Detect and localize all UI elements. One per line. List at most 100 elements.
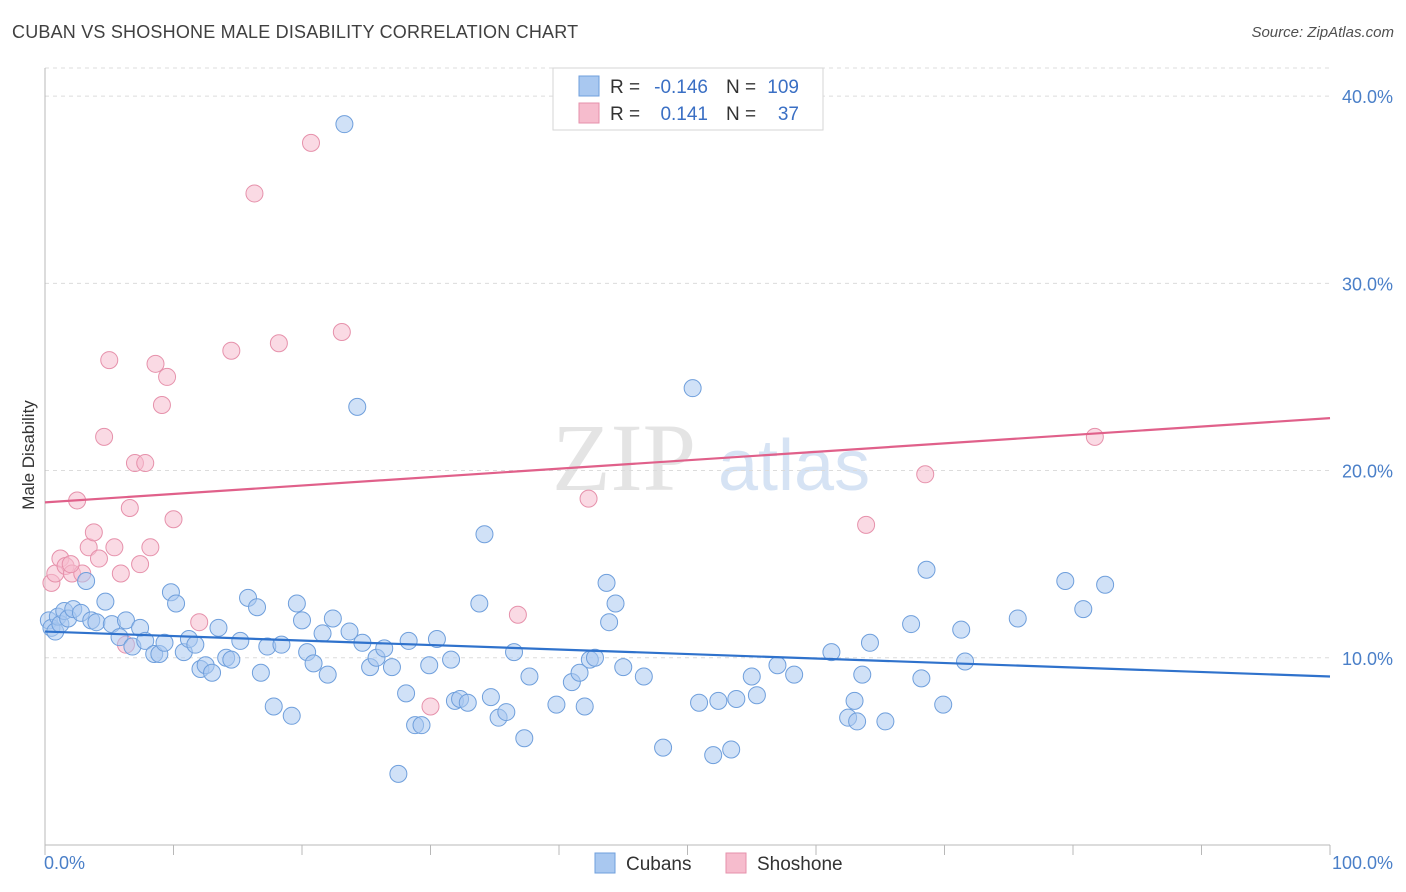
- cubans-point: [382, 658, 401, 677]
- cubans-point: [96, 592, 115, 611]
- shoshone-point: [164, 510, 183, 529]
- cubans-point: [293, 611, 311, 630]
- cubans-point: [470, 594, 489, 613]
- cubans-point: [231, 631, 250, 650]
- cubans-point: [727, 689, 746, 708]
- cubans-point: [853, 665, 872, 684]
- cubans-point: [1096, 575, 1115, 594]
- cubans-point: [860, 633, 879, 652]
- shoshone-point: [89, 549, 108, 568]
- stats-r-label-shoshone: R =: [610, 104, 640, 125]
- cubans-point: [136, 631, 155, 650]
- cubans-point: [77, 572, 96, 591]
- cubans-point: [155, 633, 174, 652]
- cubans-point: [323, 609, 342, 628]
- cubans-point: [340, 622, 359, 641]
- shoshone-point: [100, 351, 119, 370]
- cubans-point: [442, 650, 461, 669]
- chart-title: CUBAN VS SHOSHONE MALE DISABILITY CORREL…: [12, 22, 579, 42]
- cubans-point: [902, 615, 921, 634]
- shoshone-point: [332, 322, 351, 341]
- shoshone-point: [245, 184, 264, 203]
- cubans-point: [1074, 600, 1093, 619]
- cubans-point: [876, 712, 895, 731]
- legend-label-shoshone: Shoshone: [757, 854, 843, 875]
- watermark-zip: ZIP: [552, 404, 696, 511]
- cubans-point: [768, 656, 787, 675]
- cubans-point: [575, 697, 594, 716]
- y-tick-label: 20.0%: [1342, 462, 1393, 482]
- shoshone-point: [222, 341, 241, 360]
- cubans-point: [848, 712, 867, 731]
- cubans-point: [313, 624, 332, 643]
- stats-n-value-cubans: 109: [767, 77, 799, 98]
- shoshone-point: [84, 523, 103, 542]
- shoshone-trendline: [44, 417, 1331, 504]
- cubans-point: [497, 703, 516, 722]
- cubans-point: [952, 620, 971, 639]
- legend-label-cubans: Cubans: [626, 854, 692, 875]
- stats-r-value-cubans: -0.146: [654, 77, 708, 98]
- shoshone-point: [105, 538, 124, 557]
- cubans-point: [505, 643, 524, 662]
- cubans-points: [39, 115, 1115, 783]
- stats-legend: R = -0.146 N = 109 R = 0.141 N = 37: [552, 67, 824, 131]
- cubans-point: [481, 688, 500, 707]
- shoshone-point: [1085, 427, 1104, 446]
- shoshone-point: [916, 465, 935, 484]
- shoshone-point: [508, 605, 527, 624]
- cubans-point: [956, 652, 975, 671]
- cubans-point: [420, 656, 439, 675]
- stats-n-label-shoshone: N =: [726, 104, 756, 125]
- cubans-point: [1008, 609, 1027, 628]
- cubans-point: [203, 663, 222, 682]
- shoshone-point: [269, 334, 288, 353]
- cubans-point: [654, 738, 673, 757]
- y-tick-label: 40.0%: [1342, 87, 1393, 107]
- y-tick-label: 10.0%: [1342, 649, 1393, 669]
- cubans-point: [614, 658, 633, 677]
- watermark-atlas: atlas: [718, 426, 870, 506]
- cubans-point: [547, 695, 566, 714]
- y-axis-title: Male Disability: [19, 400, 38, 510]
- cubans-point: [304, 654, 323, 673]
- shoshone-point: [120, 498, 139, 517]
- series-legend: Cubans Shoshone: [594, 852, 843, 875]
- cubans-point: [690, 693, 709, 712]
- cubans-point: [785, 665, 804, 684]
- cubans-point: [399, 631, 418, 650]
- cubans-point: [934, 695, 953, 714]
- shoshone-point: [136, 454, 155, 473]
- shoshone-point: [857, 515, 876, 534]
- shoshone-point: [141, 538, 160, 557]
- shoshone-point: [131, 555, 150, 574]
- cubans-point: [1056, 572, 1075, 591]
- cubans-point: [264, 697, 283, 716]
- cubans-point: [348, 397, 367, 416]
- cubans-point: [427, 630, 446, 649]
- x-tick-label-max: 100.0%: [1332, 853, 1393, 873]
- cubans-point: [251, 663, 270, 682]
- cubans-point: [335, 115, 354, 134]
- cubans-point: [704, 746, 723, 765]
- source-credit: Source: ZipAtlas.com: [1251, 24, 1394, 41]
- cubans-point: [606, 594, 625, 613]
- cubans-point: [570, 663, 589, 682]
- shoshone-point: [61, 555, 80, 574]
- cubans-point: [585, 648, 604, 667]
- cubans-point: [389, 764, 408, 783]
- stats-n-value-shoshone: 37: [778, 104, 799, 125]
- shoshone-point: [95, 427, 114, 446]
- cubans-point: [912, 669, 931, 688]
- shoshone-point: [190, 613, 209, 632]
- shoshone-point: [146, 354, 165, 373]
- cubans-point: [822, 643, 841, 662]
- cubans-point: [282, 706, 301, 725]
- cubans-point: [412, 716, 431, 735]
- cubans-point: [397, 684, 416, 703]
- cubans-point: [167, 594, 186, 613]
- cubans-point: [722, 740, 741, 759]
- shoshone-point: [301, 133, 320, 152]
- cubans-point: [634, 667, 653, 686]
